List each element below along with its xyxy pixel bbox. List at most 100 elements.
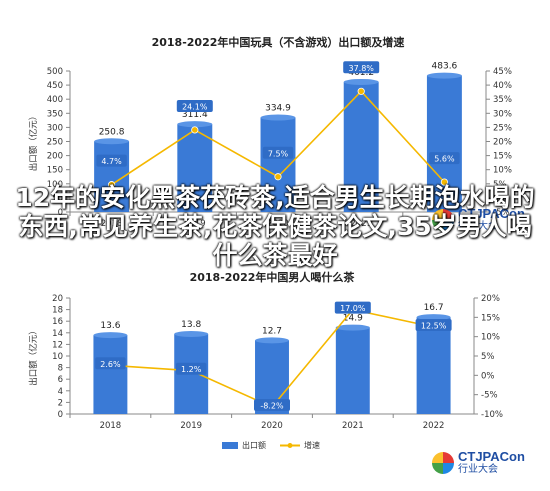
y2-tick-label: 5% <box>481 352 495 362</box>
y-tick-label: 500 <box>47 67 63 77</box>
y2-tick-label: 15% <box>481 313 500 323</box>
y-axis-label: 出口额（亿元） <box>28 326 39 386</box>
logo-top: CTJPACon 行业大会 <box>432 207 525 232</box>
growth-value-label: 5.6% <box>434 155 455 164</box>
bar-value-label: 13.8 <box>181 320 201 330</box>
growth-point <box>191 126 199 134</box>
growth-label-bg <box>176 99 213 112</box>
growth-label-bg <box>176 362 207 375</box>
logo-brand: CTJPACon <box>458 206 525 221</box>
y-tick-label: 0 <box>58 208 63 218</box>
bar-value-label: 311.4 <box>182 110 208 120</box>
growth-value-label: 17.0% <box>340 304 366 313</box>
bar-value-label: 483.6 <box>432 62 458 72</box>
legend-label: 增速 <box>304 440 320 450</box>
growth-point <box>357 87 365 95</box>
y-tick-label: 350 <box>47 109 63 119</box>
y-tick-label: 50 <box>52 194 63 204</box>
bar-value-label: 16.7 <box>424 303 444 313</box>
y-tick-label: 4 <box>58 387 63 397</box>
growth-label-bg <box>415 319 452 331</box>
bar <box>335 327 370 414</box>
y2-tick-label: 20% <box>493 138 512 148</box>
y2-tick-label: 25% <box>493 123 512 133</box>
growth-value-label: 1.2% <box>181 365 202 374</box>
growth-point <box>274 173 282 181</box>
y-tick-label: 16 <box>52 317 63 327</box>
y2-tick-label: 0% <box>493 194 507 204</box>
bar-value-label: 13.6 <box>100 321 120 331</box>
growth-value-label: 24.1% <box>182 102 208 111</box>
bar <box>416 317 451 414</box>
y2-tick-label: -5% <box>493 208 510 218</box>
x-tick-label: 2021 <box>350 219 372 229</box>
bar-value-label: 14.9 <box>343 314 363 324</box>
bar-cap <box>94 138 130 145</box>
y-tick-label: 14 <box>52 329 63 339</box>
y-tick-label: 300 <box>47 123 63 133</box>
growth-label-bg <box>343 61 380 74</box>
bar-cap <box>177 121 213 128</box>
y-tick-label: 400 <box>47 95 63 105</box>
y-axis-label: 出口额（亿元） <box>28 112 39 172</box>
chart-title: 2018-2022年中国玩具（不含游戏）出口额及增速 <box>152 35 405 49</box>
x-tick-label: 2018 <box>100 421 122 431</box>
bar <box>426 75 462 212</box>
bar-value-label: 12.7 <box>262 326 282 336</box>
legend-line-marker <box>287 443 293 448</box>
growth-label-bg <box>95 357 126 370</box>
bar-cap <box>335 324 370 331</box>
y-tick-label: 2 <box>58 398 63 408</box>
x-tick-label: 2019 <box>180 421 202 431</box>
y-tick-label: 200 <box>47 152 63 162</box>
bar-cap <box>426 72 462 79</box>
bar <box>93 335 128 414</box>
y-tick-label: 150 <box>47 166 63 176</box>
growth-point <box>440 178 448 186</box>
y2-tick-label: 10% <box>493 166 512 176</box>
x-tick-label: 2022 <box>423 421 445 431</box>
growth-point <box>108 181 116 189</box>
bar <box>177 124 213 212</box>
growth-value-label: -8.2% <box>260 402 284 411</box>
y-tick-label: 20 <box>52 294 63 304</box>
article-headline: 12年的安化黑茶茯砖茶,适合男生长期泡水喝的东西,常见养生茶,花茶保健茶论文,3… <box>15 183 535 270</box>
y2-tick-label: 40% <box>493 81 512 91</box>
x-tick-label: 2020 <box>267 219 289 229</box>
legend-bar-swatch <box>222 442 238 449</box>
growth-label-bg <box>262 146 294 159</box>
y2-tick-label: 15% <box>493 152 512 162</box>
x-tick-label: 2020 <box>261 421 283 431</box>
bar-value-label: 334.9 <box>265 104 291 114</box>
growth-value-label: 7.5% <box>268 149 289 158</box>
y2-tick-label: 0% <box>481 371 495 381</box>
x-tick-label: 2021 <box>342 421 364 431</box>
y2-tick-label: 20% <box>481 294 500 304</box>
y-tick-label: 12 <box>52 340 63 350</box>
y-tick-label: 250 <box>47 138 63 148</box>
growth-value-label: 12.5% <box>421 322 447 331</box>
y2-tick-label: 45% <box>493 67 512 77</box>
growth-value-label: 2.6% <box>100 360 121 369</box>
y-tick-label: 0 <box>58 410 63 420</box>
logo-brand: CTJPACon <box>458 449 525 464</box>
y2-tick-label: -5% <box>481 391 498 401</box>
bar-value-label: 250.8 <box>99 127 125 137</box>
logo-sub: 行业大会 <box>458 221 498 232</box>
y2-tick-label: -10% <box>481 410 503 420</box>
ctjpacon-logo-icon <box>432 451 454 474</box>
y-tick-label: 450 <box>47 81 63 91</box>
growth-value-label: 4.7% <box>101 157 122 166</box>
y-tick-label: 8 <box>58 364 63 374</box>
y2-tick-label: 5% <box>493 180 507 190</box>
growth-label-bg <box>429 152 460 165</box>
x-tick-label: 2018 <box>101 219 123 229</box>
growth-value-label: 37.8% <box>348 64 374 73</box>
y-tick-label: 6 <box>58 375 63 385</box>
y2-tick-label: 10% <box>481 333 500 343</box>
y2-tick-label: 35% <box>493 95 512 105</box>
bar-cap <box>255 337 289 344</box>
logo-sub: 行业大会 <box>458 464 498 475</box>
y-tick-label: 18 <box>52 306 63 316</box>
